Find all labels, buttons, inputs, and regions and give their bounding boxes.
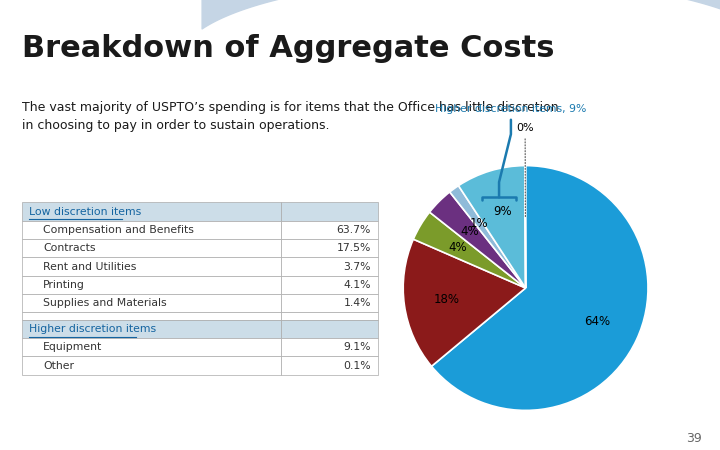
Text: Low discretion items: Low discretion items xyxy=(29,207,141,216)
Bar xyxy=(281,338,378,356)
Text: 4.1%: 4.1% xyxy=(343,280,371,290)
Bar xyxy=(22,320,281,338)
Bar xyxy=(22,276,281,294)
Wedge shape xyxy=(430,192,526,288)
Bar xyxy=(281,257,378,276)
Text: Other: Other xyxy=(43,360,74,370)
Bar xyxy=(22,356,281,375)
Wedge shape xyxy=(525,166,526,288)
Bar xyxy=(22,257,281,276)
Text: 1%: 1% xyxy=(469,217,488,230)
Text: 0.1%: 0.1% xyxy=(343,360,371,370)
Text: 39: 39 xyxy=(686,432,702,446)
Bar xyxy=(22,221,281,239)
Bar xyxy=(22,294,281,312)
Bar xyxy=(281,320,378,338)
Wedge shape xyxy=(413,212,526,288)
Text: Breakdown of Aggregate Costs: Breakdown of Aggregate Costs xyxy=(22,34,554,63)
Text: 63.7%: 63.7% xyxy=(336,225,371,235)
Bar xyxy=(281,221,378,239)
Bar xyxy=(281,202,378,221)
Text: 64%: 64% xyxy=(585,315,611,328)
Text: Supplies and Materials: Supplies and Materials xyxy=(43,298,167,308)
Text: 1.4%: 1.4% xyxy=(343,298,371,308)
Bar xyxy=(281,312,378,319)
Text: Contracts: Contracts xyxy=(43,243,96,253)
Text: Higher discretion items: Higher discretion items xyxy=(29,324,156,334)
Text: 4%: 4% xyxy=(448,241,467,254)
Text: Compensation and Benefits: Compensation and Benefits xyxy=(43,225,194,235)
Text: 9%: 9% xyxy=(493,205,512,218)
Wedge shape xyxy=(459,166,526,288)
Text: 3.7%: 3.7% xyxy=(343,261,371,272)
Bar xyxy=(281,276,378,294)
Bar xyxy=(281,356,378,375)
Text: 18%: 18% xyxy=(434,293,460,306)
Bar xyxy=(22,338,281,356)
Text: Equipment: Equipment xyxy=(43,342,102,352)
Text: Printing: Printing xyxy=(43,280,85,290)
Bar xyxy=(22,239,281,257)
Wedge shape xyxy=(431,166,648,410)
Text: 17.5%: 17.5% xyxy=(336,243,371,253)
Text: 4%: 4% xyxy=(460,225,479,238)
Text: The vast majority of USPTO’s spending is for items that the Office has little di: The vast majority of USPTO’s spending is… xyxy=(22,101,558,132)
Text: 9.1%: 9.1% xyxy=(343,342,371,352)
Bar xyxy=(281,239,378,257)
Bar xyxy=(281,294,378,312)
Bar xyxy=(22,312,281,319)
Wedge shape xyxy=(450,186,526,288)
Text: Rent and Utilities: Rent and Utilities xyxy=(43,261,137,272)
Wedge shape xyxy=(403,239,526,366)
Text: 0%: 0% xyxy=(516,123,534,218)
Bar xyxy=(22,202,281,221)
Text: Higher discretion items, 9%: Higher discretion items, 9% xyxy=(435,104,587,200)
